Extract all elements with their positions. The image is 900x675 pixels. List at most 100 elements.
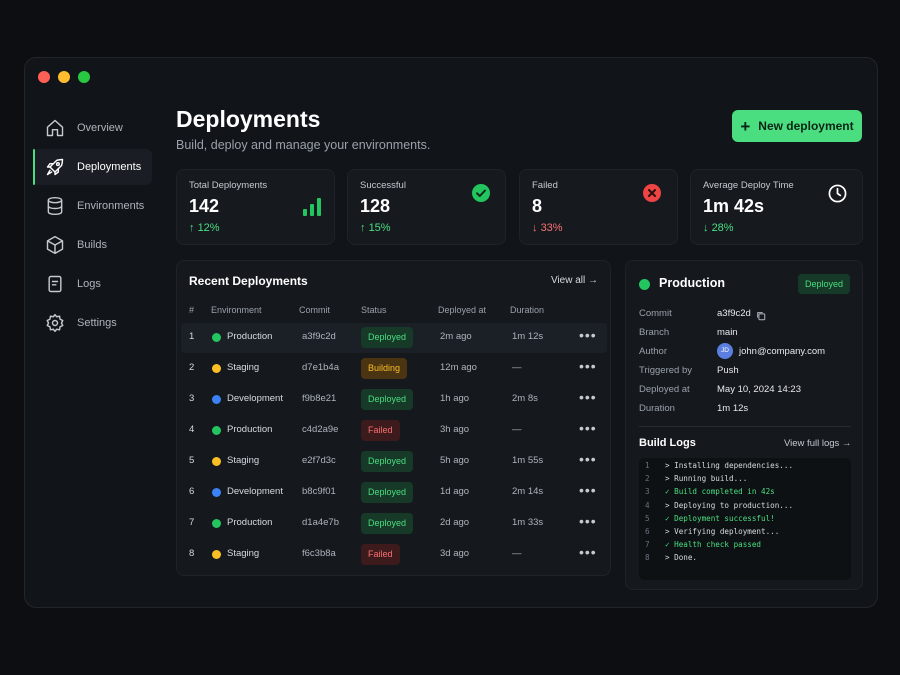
deployed-at: 12m ago — [440, 362, 477, 373]
stat-card-average-time: Average Deploy Time 1m 42s ↓ 28% — [690, 169, 863, 245]
close-window-button[interactable] — [38, 71, 50, 83]
maximize-window-button[interactable] — [78, 71, 90, 83]
column-header-commit[interactable]: Commit — [299, 305, 330, 315]
column-header-duration[interactable]: Duration — [510, 305, 545, 315]
commit-hash: f6c3b8a — [302, 548, 336, 559]
environment-dot — [212, 519, 221, 528]
environment-dot — [212, 395, 221, 404]
more-options-icon[interactable]: ••• — [579, 327, 597, 343]
table-row[interactable]: 4 Production c4d2a9e Failed 3h ago — ••• — [181, 416, 607, 446]
duration: 1m 33s — [512, 517, 544, 528]
environment-dot — [212, 364, 221, 373]
column-header-number: # — [189, 305, 195, 315]
sidebar-item-label: Overview — [77, 122, 123, 134]
status-badge: Deployed — [361, 482, 414, 503]
minimize-window-button[interactable] — [58, 71, 70, 83]
more-options-icon[interactable]: ••• — [579, 482, 597, 498]
column-header-status[interactable]: Status — [361, 305, 387, 315]
more-options-icon[interactable]: ••• — [579, 358, 597, 374]
home-icon — [44, 117, 66, 139]
sidebar-item-environments[interactable]: Environments — [33, 188, 152, 224]
detail-title: Production — [659, 276, 725, 290]
detail-value-deployed-at: May 10, 2024 14:23 — [717, 384, 801, 395]
log-line-text: ✓ Health check passed — [665, 540, 762, 550]
stat-value: 8 — [532, 196, 543, 216]
row-number: 8 — [189, 548, 195, 559]
build-log-console[interactable]: 1 > Installing dependencies... 2 > Running … — [639, 458, 851, 580]
deployed-at: 3h ago — [440, 424, 470, 435]
environment-dot — [212, 550, 221, 559]
status-badge: Failed — [361, 420, 400, 441]
sidebar-item-label: Settings — [77, 317, 117, 329]
environment-dot — [212, 333, 221, 342]
table-row[interactable]: 7 Production d1a4e7b Deployed 2d ago 1m 33s ••… — [181, 509, 607, 539]
more-options-icon[interactable]: ••• — [579, 513, 597, 529]
duration: 1m 12s — [512, 331, 544, 342]
table-row[interactable]: 3 Development f9b8e21 Deployed 1h ago 2m 8s ••… — [181, 385, 607, 415]
stat-delta: ↑ 12% — [189, 222, 220, 234]
more-options-icon[interactable]: ••• — [579, 544, 597, 560]
sidebar-item-builds[interactable]: Builds — [33, 227, 152, 263]
copy-icon[interactable] — [756, 308, 766, 326]
detail-label-triggered-by: Triggered by — [639, 365, 692, 376]
log-line-number: 3 — [645, 487, 650, 497]
more-options-icon[interactable]: ••• — [579, 420, 597, 436]
view-all-label: View all — [550, 275, 586, 286]
column-header-deployed-at[interactable]: Deployed at — [438, 305, 487, 315]
table-row[interactable]: 5 Staging e2f7d3c Deployed 5h ago 1m 55s ••• — [181, 447, 607, 477]
row-number: 3 — [189, 393, 195, 404]
more-options-icon[interactable]: ••• — [579, 451, 597, 467]
table-row[interactable]: 6 Development b8c9f01 Deployed 1d ago 2m 14s •… — [181, 478, 607, 508]
more-options-icon[interactable]: ••• — [579, 389, 597, 405]
arrow-up-icon: ↑ — [360, 222, 366, 234]
deployed-at: 5h ago — [440, 455, 470, 466]
status-badge: Deployed — [361, 327, 414, 348]
view-all-link[interactable]: View all → — [551, 275, 598, 286]
environment-name: Production — [227, 424, 273, 435]
duration: 2m 14s — [512, 486, 544, 497]
new-deployment-button[interactable]: + New deployment — [732, 110, 862, 142]
deployment-detail-panel: Production Deployed Commit a3f9c2d Branc… — [625, 260, 863, 590]
database-icon — [44, 195, 66, 217]
commit-hash: d7e1b4a — [302, 362, 339, 373]
stat-value: 128 — [360, 196, 391, 216]
arrow-down-icon: ↓ — [532, 222, 538, 234]
sidebar-item-label: Logs — [77, 278, 101, 290]
recent-deployments-panel: Recent Deployments View all → # Environm… — [176, 260, 611, 576]
cube-icon — [44, 234, 66, 256]
log-line-text: > Installing dependencies... — [665, 461, 794, 470]
sidebar-item-logs[interactable]: Logs — [33, 266, 152, 302]
commit-hash: b8c9f01 — [302, 486, 336, 497]
table-row[interactable]: 1 Production a3f9c2d Deployed 2m ago 1m 12s ••… — [181, 323, 607, 353]
table-row[interactable]: 8 Staging f6c3b8a Failed 3d ago — ••• — [181, 540, 607, 570]
stat-card-total: Total Deployments 142 ↑ 12% — [176, 169, 335, 245]
log-line-text: > Done. — [665, 553, 698, 563]
row-number: 2 — [189, 362, 195, 373]
log-line-number: 7 — [645, 540, 650, 550]
page-title: Deployments — [176, 106, 321, 132]
document-icon — [44, 273, 66, 295]
title-bar — [25, 58, 877, 96]
log-line-number: 8 — [645, 553, 650, 563]
duration: — — [512, 548, 522, 559]
rocket-icon — [44, 156, 66, 178]
detail-value-commit: a3f9c2d — [717, 308, 751, 319]
sidebar-item-deployments[interactable]: Deployments — [33, 149, 152, 185]
x-circle-icon — [643, 184, 661, 207]
arrow-right-icon: → — [841, 438, 852, 449]
new-deployment-label: New deployment — [758, 119, 854, 133]
log-line-text: ✓ Deployment successful! — [665, 513, 775, 523]
environment-name: Staging — [227, 455, 260, 466]
commit-hash: f9b8e21 — [302, 393, 337, 404]
status-badge: Failed — [361, 544, 400, 565]
check-circle-icon — [472, 184, 490, 207]
row-number: 7 — [189, 517, 195, 528]
stat-delta-value: 12% — [197, 222, 220, 234]
deployed-at: 3d ago — [440, 548, 470, 559]
view-full-logs-link[interactable]: View full logs → — [784, 438, 851, 449]
column-header-environment[interactable]: Environment — [211, 305, 262, 315]
table-row[interactable]: 2 Staging d7e1b4a Building 12m ago — ••• — [181, 354, 607, 384]
sidebar-item-overview[interactable]: Overview — [33, 110, 152, 146]
arrow-right-icon: → — [588, 275, 598, 286]
sidebar-item-settings[interactable]: Settings — [33, 305, 152, 341]
